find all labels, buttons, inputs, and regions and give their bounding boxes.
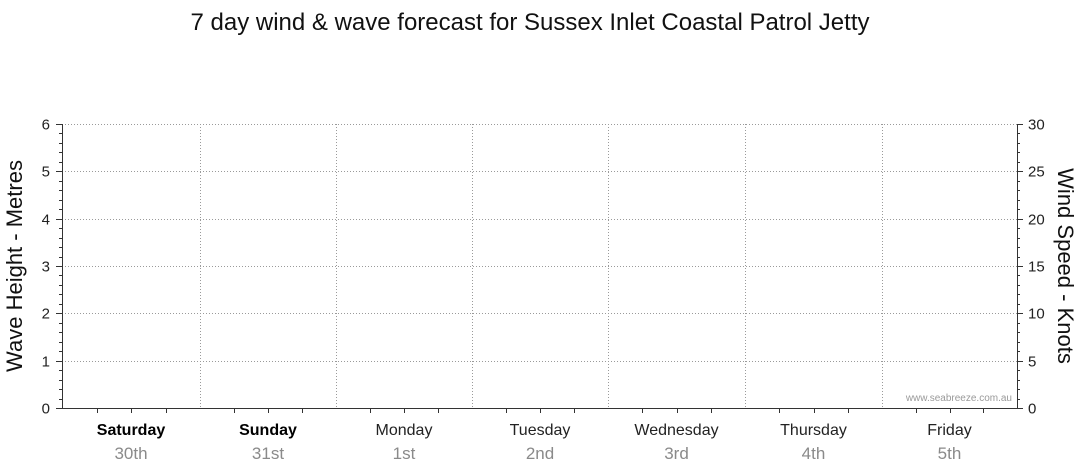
day-name-label: Sunday: [239, 422, 297, 439]
y-ticks-right: 0 5 10 15 20 25 30: [1017, 117, 1045, 418]
day-date-label: 5th: [938, 444, 962, 463]
y-tick-label-left: 2: [42, 306, 50, 323]
day-date-label: 1st: [393, 444, 416, 463]
y-tick-label-right: 20: [1028, 212, 1045, 229]
y-tick-label-left: 4: [42, 212, 50, 229]
day-date-label: 2nd: [526, 444, 554, 463]
y-tick-label-left: 1: [42, 354, 50, 371]
y-axis-right-title: Wind Speed - Knots: [1053, 168, 1078, 364]
day-name-label: Tuesday: [510, 422, 571, 439]
day-date-label: 31st: [252, 444, 284, 463]
y-ticks-left: 0 1 2 3 4 5 6: [42, 117, 62, 418]
day-name-label: Friday: [927, 422, 971, 439]
y-tick-label-left: 6: [42, 117, 50, 134]
y-tick-label-right: 30: [1028, 117, 1045, 134]
y-tick-label-right: 15: [1028, 259, 1045, 276]
y-tick-label-left: 3: [42, 259, 50, 276]
y-tick-label-right: 0: [1028, 401, 1036, 418]
y-tick-label-right: 25: [1028, 164, 1045, 181]
y-tick-label-left: 0: [42, 401, 50, 418]
y-tick-label-left: 5: [42, 164, 50, 181]
day-date-label: 30th: [114, 444, 147, 463]
day-name-label: Monday: [376, 422, 433, 439]
y-tick-label-right: 5: [1028, 354, 1036, 371]
y-axis-left-title: Wave Height - Metres: [2, 160, 27, 372]
grid-lines: [62, 124, 1017, 409]
day-date-label: 4th: [802, 444, 826, 463]
day-name-label: Thursday: [780, 422, 847, 439]
chart-title: 7 day wind & wave forecast for Sussex In…: [191, 9, 870, 36]
credit-text: www.seabreeze.com.au: [905, 393, 1012, 404]
day-name-label: Wednesday: [634, 422, 718, 439]
day-name-label: Saturday: [97, 422, 166, 439]
y-tick-label-right: 10: [1028, 306, 1045, 323]
day-labels: Saturday 30th Sunday 31st Monday 1st Tuesday 2n…: [97, 408, 984, 463]
day-date-label: 3rd: [664, 444, 689, 463]
